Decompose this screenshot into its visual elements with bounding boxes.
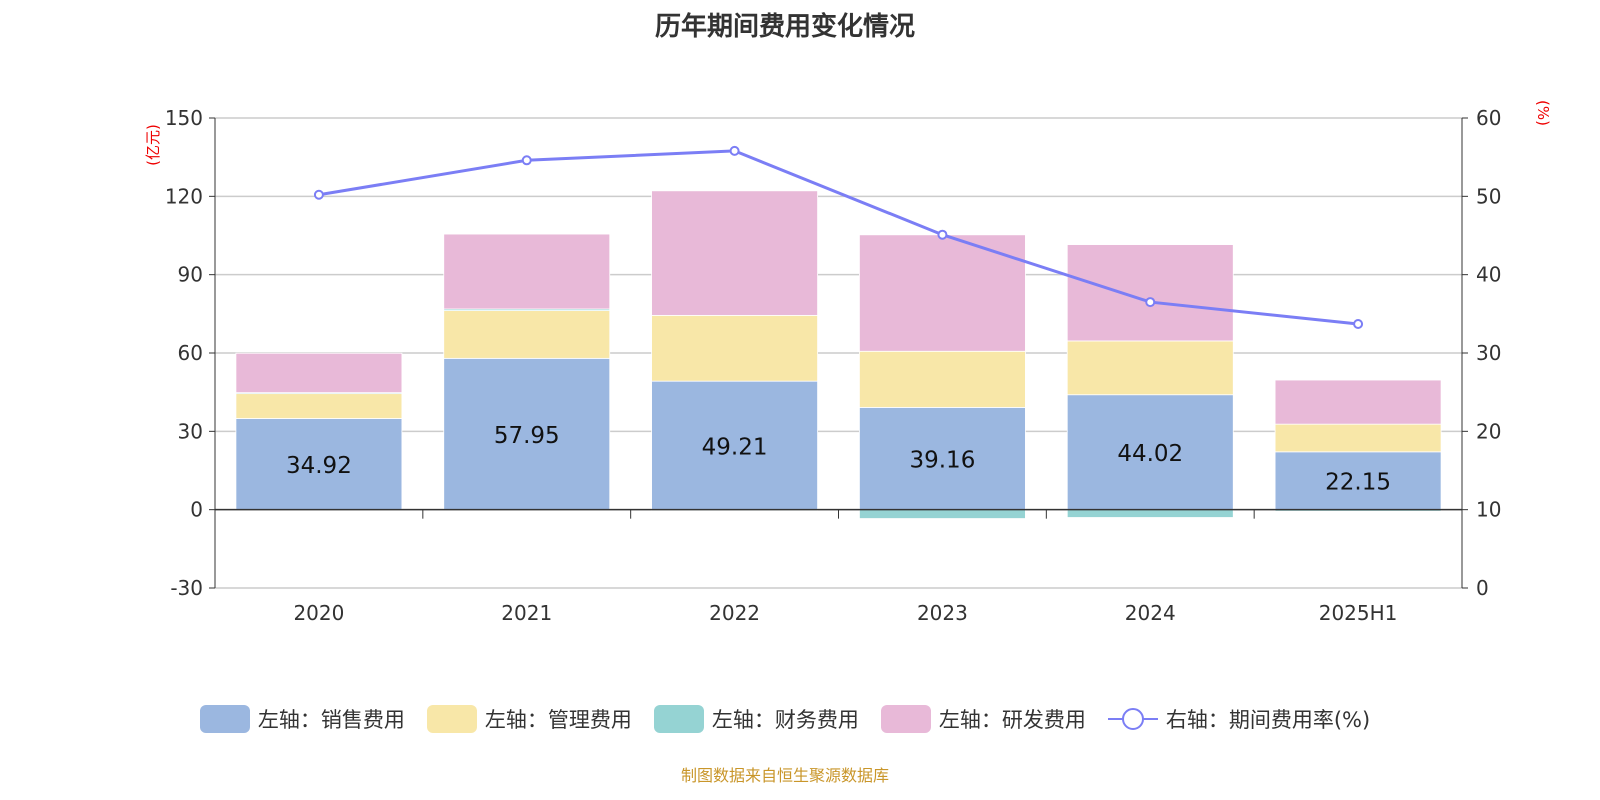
legend-item[interactable]: 左轴：管理费用 [426, 704, 632, 734]
x-tick-label: 2024 [1125, 601, 1176, 625]
bar-value-label: 44.02 [1117, 441, 1183, 467]
chart-title: 历年期间费用变化情况 [654, 12, 915, 42]
bar-segment [859, 350, 1026, 408]
legend-swatch [426, 705, 477, 733]
right-tick-label: 0 [1476, 576, 1489, 600]
rate-point [1353, 319, 1364, 330]
right-tick-label: 10 [1476, 498, 1501, 522]
x-tick-label: 2023 [917, 601, 968, 625]
bar-segment [859, 407, 1026, 511]
legend-swatch [1107, 708, 1158, 730]
left-tick-label: 150 [165, 106, 203, 130]
x-tick-label: 2025H1 [1319, 601, 1398, 625]
bar-segment [859, 509, 1026, 519]
legend-swatch [653, 705, 704, 733]
right-tick-label: 50 [1476, 184, 1501, 208]
legend-label: 左轴：销售费用 [257, 708, 405, 732]
bar-segment [651, 314, 818, 382]
left-tick-label: 0 [190, 498, 203, 522]
bar-segment [1066, 340, 1234, 396]
bar-value-label: 49.21 [702, 434, 768, 460]
rate-point [1145, 297, 1156, 308]
bar-value-label: 34.92 [286, 453, 352, 479]
legend-label: 左轴：财务费用 [711, 708, 859, 732]
right-tick-label: 30 [1476, 341, 1501, 365]
right-tick-label: 20 [1476, 419, 1501, 443]
bar-segment [235, 392, 403, 419]
bar-segment [1274, 451, 1442, 511]
right-axis-unit: (%) [1534, 100, 1552, 126]
bar-segment [1274, 379, 1442, 425]
bar-segment [443, 233, 611, 310]
left-tick-label: 30 [178, 419, 203, 443]
rate-point [729, 145, 740, 156]
legend-label: 右轴：期间费用率(%) [1165, 708, 1371, 732]
bar-segment [1066, 509, 1234, 518]
left-tick-label: 90 [178, 263, 203, 287]
bar-segment [651, 380, 818, 511]
left-tick-label: 60 [178, 341, 203, 365]
rate-point [313, 189, 324, 200]
bar-segment [443, 310, 611, 359]
right-tick-label: 60 [1476, 106, 1501, 130]
bar-value-label: 57.95 [494, 423, 560, 449]
legend: 左轴：销售费用 左轴：管理费用 左轴：财务费用 左轴：研发费用 右轴：期间费用率(%) [0, 704, 1570, 734]
bar-segment [651, 190, 818, 316]
rate-line [318, 149, 1359, 326]
legend-swatch [199, 705, 250, 733]
x-tick-label: 2022 [709, 601, 760, 625]
right-tick-label: 40 [1476, 263, 1501, 287]
legend-item[interactable]: 左轴：财务费用 [653, 704, 859, 734]
bar-value-label: 22.15 [1325, 470, 1391, 496]
bar-segment [859, 234, 1026, 352]
bar-segment [1274, 423, 1442, 453]
rate-point [521, 155, 532, 166]
bar-segment [1066, 244, 1234, 342]
left-tick-label: 120 [165, 184, 203, 208]
bar-segment [235, 418, 403, 511]
bar-segment [1066, 394, 1234, 511]
legend-swatch [880, 705, 931, 733]
left-axis-unit: (亿元) [144, 124, 162, 166]
source-note: 制图数据来自恒生聚源数据库 [680, 766, 889, 785]
legend-label: 左轴：研发费用 [938, 708, 1086, 732]
bar-segment [235, 352, 403, 394]
rate-point [937, 229, 948, 240]
legend-label: 左轴：管理费用 [484, 708, 632, 732]
legend-item[interactable]: 左轴：销售费用 [199, 704, 405, 734]
legend-item[interactable]: 右轴：期间费用率(%) [1107, 704, 1371, 734]
legend-item[interactable]: 左轴：研发费用 [880, 704, 1086, 734]
left-tick-label: -30 [170, 576, 203, 600]
x-tick-label: 2021 [501, 601, 552, 625]
x-tick-label: 2020 [293, 601, 344, 625]
bar-segment [443, 357, 611, 511]
bar-value-label: 39.16 [909, 448, 975, 474]
